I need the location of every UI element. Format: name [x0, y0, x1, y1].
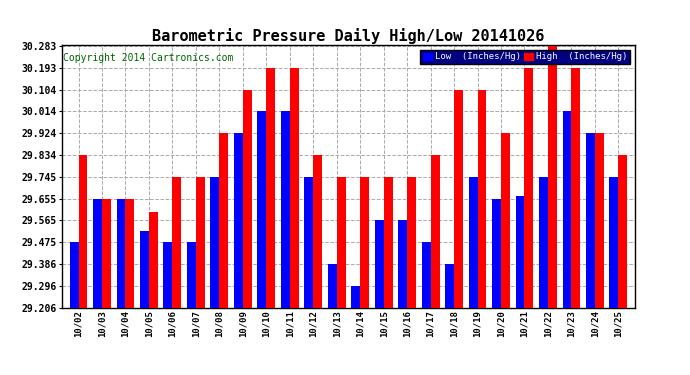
Bar [492, 199, 501, 308]
Bar [126, 199, 135, 308]
Bar [422, 242, 431, 308]
Bar [445, 264, 454, 308]
Bar [477, 90, 486, 308]
Bar [117, 199, 126, 308]
Bar [281, 111, 290, 308]
Title: Barometric Pressure Daily High/Low 20141026: Barometric Pressure Daily High/Low 20141… [152, 28, 544, 44]
Bar [210, 177, 219, 308]
Bar [618, 155, 627, 308]
Bar [328, 264, 337, 308]
Bar [172, 177, 181, 308]
Bar [149, 212, 158, 308]
Bar [70, 242, 79, 308]
Bar [219, 133, 228, 308]
Bar [539, 177, 548, 308]
Bar [398, 220, 407, 308]
Bar [595, 133, 604, 308]
Bar [407, 177, 416, 308]
Bar [266, 68, 275, 308]
Legend: Low  (Inches/Hg), High  (Inches/Hg): Low (Inches/Hg), High (Inches/Hg) [420, 50, 630, 64]
Bar [431, 155, 440, 308]
Bar [351, 286, 360, 308]
Bar [102, 199, 111, 308]
Bar [384, 177, 393, 308]
Bar [375, 220, 384, 308]
Bar [515, 196, 524, 308]
Bar [501, 133, 510, 308]
Bar [454, 90, 463, 308]
Bar [548, 46, 557, 308]
Bar [196, 177, 205, 308]
Bar [571, 68, 580, 308]
Bar [243, 90, 252, 308]
Bar [562, 111, 571, 308]
Bar [164, 242, 172, 308]
Bar [313, 155, 322, 308]
Bar [140, 231, 149, 308]
Bar [290, 68, 299, 308]
Bar [79, 155, 88, 308]
Bar [304, 177, 313, 308]
Bar [524, 68, 533, 308]
Bar [337, 177, 346, 308]
Bar [360, 177, 369, 308]
Bar [257, 111, 266, 308]
Bar [586, 133, 595, 308]
Bar [234, 133, 243, 308]
Text: Copyright 2014 Cartronics.com: Copyright 2014 Cartronics.com [63, 53, 234, 63]
Bar [609, 177, 618, 308]
Bar [93, 199, 102, 308]
Bar [187, 242, 196, 308]
Bar [469, 177, 477, 308]
